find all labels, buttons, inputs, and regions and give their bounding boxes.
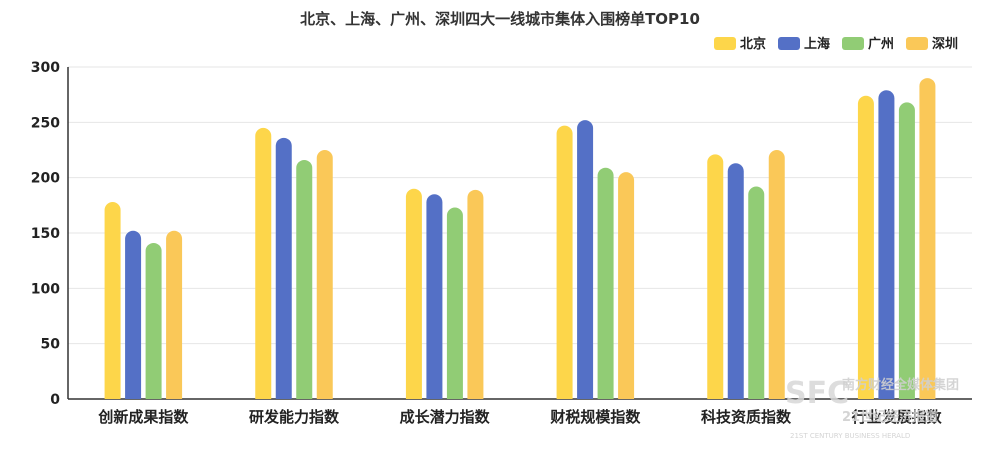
bar-广州-4 (597, 167, 614, 399)
bar-深圳-1 (166, 230, 183, 399)
bar-广州-6 (898, 102, 915, 399)
x-tick-label: 研发能力指数 (249, 408, 340, 426)
bar-广州-5 (748, 186, 765, 399)
bar-上海-5 (727, 163, 744, 399)
y-tick-label: 200 (31, 171, 60, 187)
bar-广州-2 (296, 159, 313, 399)
watermark-english: 21ST CENTURY BUSINESS HERALD (790, 432, 910, 440)
watermark-paper: 21世纪经济报道 (842, 409, 938, 425)
grid (68, 66, 972, 345)
bar-上海-6 (878, 90, 895, 400)
watermark-brand: SFC (785, 376, 849, 411)
y-tick-label: 250 (31, 115, 60, 131)
legend-swatch (778, 37, 800, 50)
y-tick-label: 50 (41, 337, 61, 353)
x-tick-label: 科技资质指数 (701, 408, 792, 426)
axes (67, 67, 972, 400)
legend-swatch (842, 37, 864, 50)
bar-北京-3 (405, 188, 422, 399)
y-axis-ticks: 0 50 100 150 200 250 300 (31, 60, 60, 408)
bar-广州-3 (446, 207, 463, 399)
legend-label: 广州 (868, 36, 894, 52)
chart-title: 北京、上海、广州、深圳四大一线城市集体入围榜单TOP10 (300, 10, 700, 28)
legend-label: 上海 (804, 36, 830, 52)
legend-swatch (906, 37, 928, 50)
bar-北京-2 (255, 127, 272, 399)
legend: 北京 上海 广州 深圳 (714, 36, 958, 52)
bar-深圳-6 (919, 78, 936, 400)
x-tick-label: 创新成果指数 (97, 408, 189, 426)
y-tick-label: 300 (31, 60, 60, 76)
bar-深圳-5 (768, 150, 785, 399)
watermark: SFC 南方财经全媒体集团 21世纪经济报道 21ST CENTURY BUSI… (785, 376, 959, 440)
bar-上海-1 (125, 230, 142, 399)
bar-北京-5 (707, 154, 724, 399)
bar-深圳-2 (316, 150, 333, 399)
watermark-group: 南方财经全媒体集团 (842, 377, 959, 393)
x-tick-label: 成长潜力指数 (400, 408, 491, 426)
legend-swatch (714, 37, 736, 50)
bar-北京-4 (556, 125, 573, 400)
x-tick-label: 行业发展指数 (851, 408, 943, 426)
bar-北京-1 (104, 202, 121, 399)
legend-label: 北京 (740, 36, 766, 52)
x-axis-ticks: 创新成果指数 研发能力指数 成长潜力指数 财税规模指数 科技资质指数 行业发展指数 (97, 408, 942, 426)
y-tick-label: 150 (31, 226, 60, 242)
y-tick-label: 0 (50, 392, 60, 408)
bar-北京-6 (857, 95, 874, 400)
bar-广州-1 (145, 242, 162, 399)
bars (104, 78, 936, 400)
x-tick-label: 财税规模指数 (550, 408, 641, 426)
bar-上海-4 (577, 120, 594, 399)
legend-label: 深圳 (932, 36, 958, 52)
bar-上海-2 (275, 137, 292, 399)
y-tick-label: 100 (31, 281, 60, 297)
bar-深圳-3 (467, 189, 484, 399)
bar-上海-3 (426, 194, 443, 399)
bar-深圳-4 (618, 172, 635, 399)
